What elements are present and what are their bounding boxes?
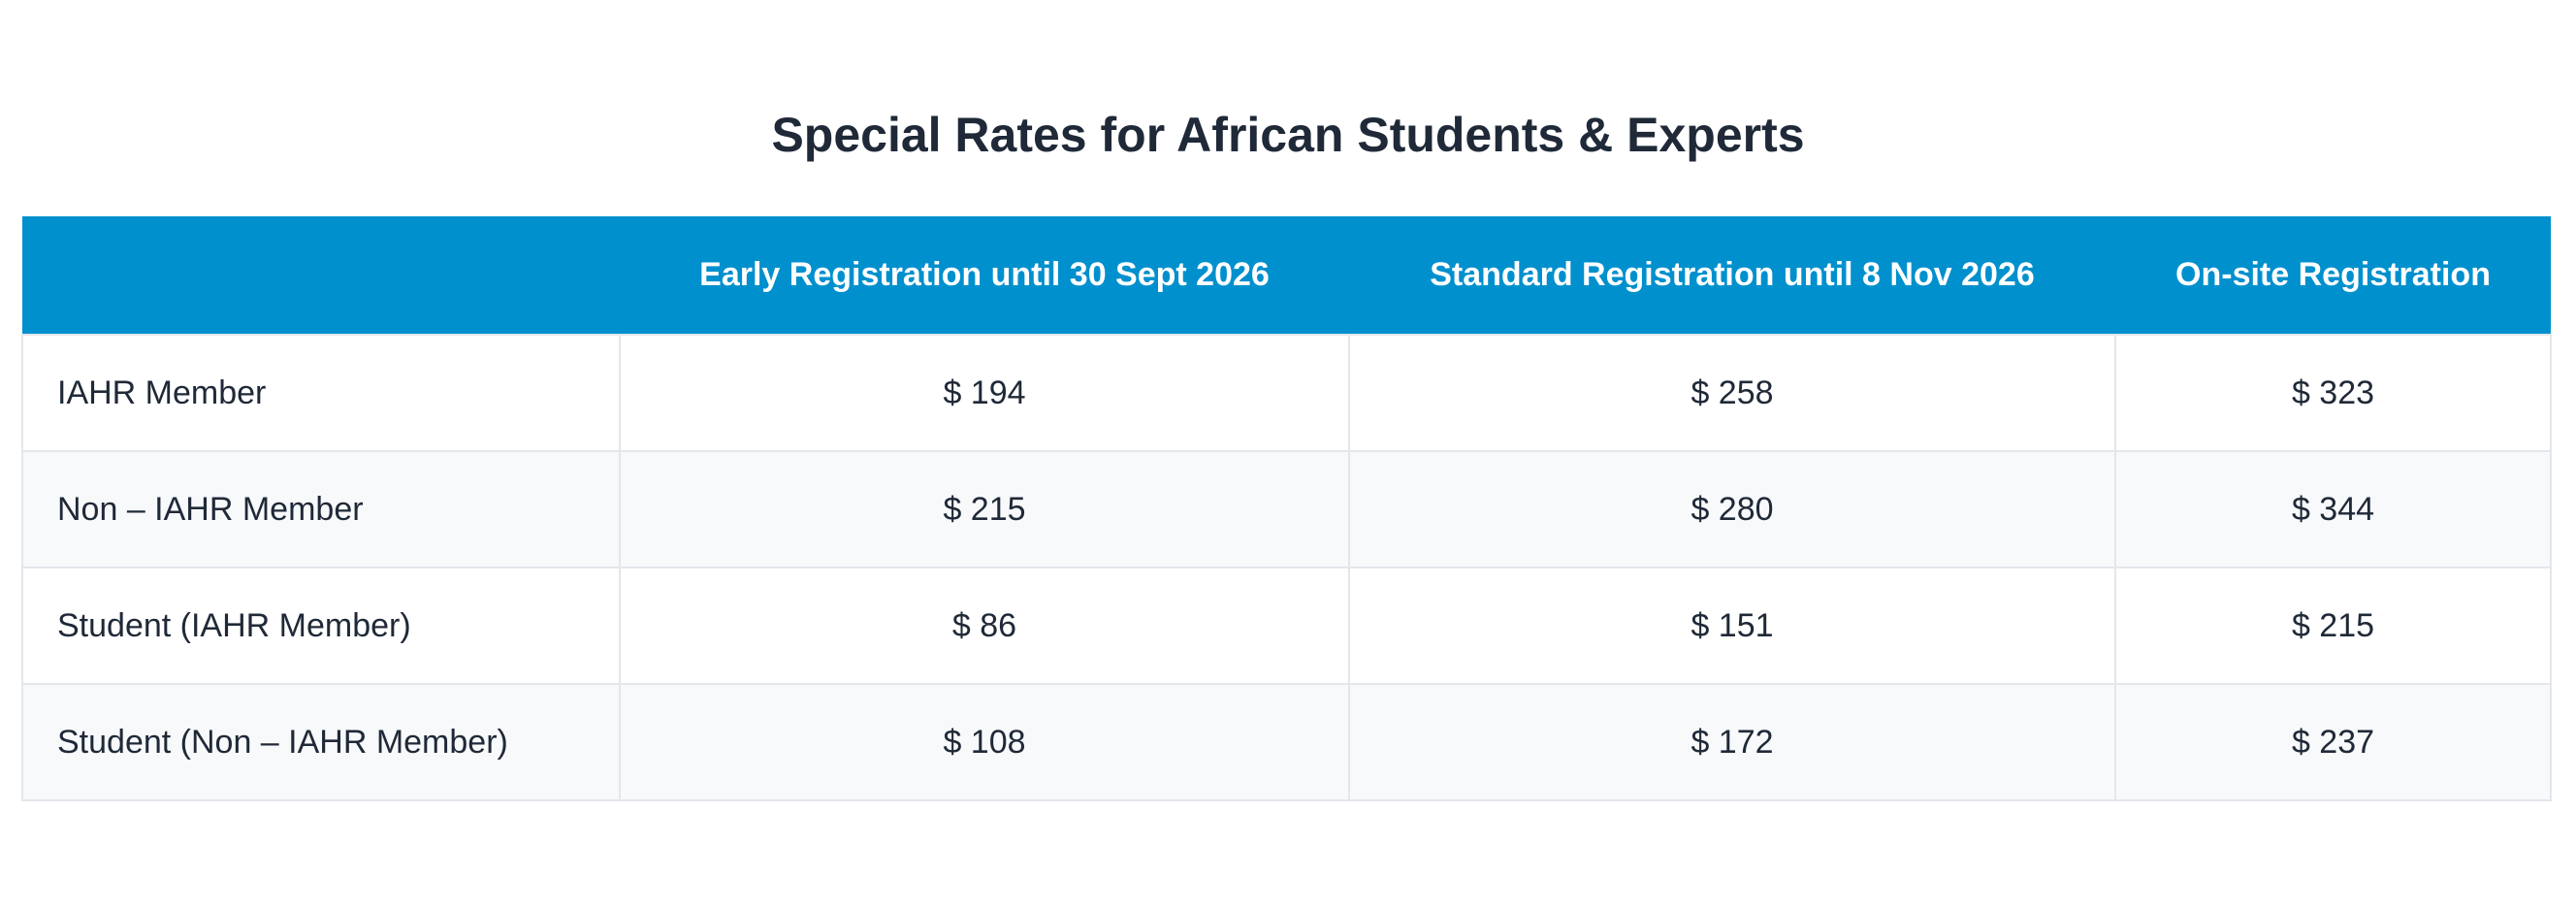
early-price: $ 86 — [619, 567, 1350, 685]
row-label: Non – IAHR Member — [21, 450, 621, 568]
onsite-price: $ 237 — [2114, 683, 2552, 801]
rates-table: Early Registration until 30 Sept 2026 St… — [21, 216, 2552, 801]
row-label: IAHR Member — [21, 334, 621, 452]
onsite-price: $ 323 — [2114, 334, 2552, 452]
page-title: Special Rates for African Students & Exp… — [771, 108, 1805, 162]
standard-price: $ 151 — [1348, 567, 2116, 685]
row-label: Student (IAHR Member) — [21, 567, 621, 685]
table-row: IAHR Member $ 194 $ 258 $ 323 — [21, 334, 2552, 452]
table-header-row: Early Registration until 30 Sept 2026 St… — [22, 216, 2551, 335]
table-row: Student (Non – IAHR Member) $ 108 $ 172 … — [21, 683, 2552, 801]
header-onsite-registration: On-site Registration — [2115, 216, 2551, 335]
header-standard-registration: Standard Registration until 8 Nov 2026 — [1349, 216, 2115, 335]
header-early-registration: Early Registration until 30 Sept 2026 — [620, 216, 1349, 335]
early-price: $ 215 — [619, 450, 1350, 568]
row-label: Student (Non – IAHR Member) — [21, 683, 621, 801]
early-price: $ 194 — [619, 334, 1350, 452]
table-body: IAHR Member $ 194 $ 258 $ 323 Non – IAHR… — [21, 334, 2552, 801]
table-header: Early Registration until 30 Sept 2026 St… — [22, 216, 2551, 335]
onsite-price: $ 215 — [2114, 567, 2552, 685]
table-row: Non – IAHR Member $ 215 $ 280 $ 344 — [21, 450, 2552, 568]
standard-price: $ 258 — [1348, 334, 2116, 452]
onsite-price: $ 344 — [2114, 450, 2552, 568]
table-row: Student (IAHR Member) $ 86 $ 151 $ 215 — [21, 567, 2552, 685]
standard-price: $ 280 — [1348, 450, 2116, 568]
header-empty — [22, 216, 620, 335]
early-price: $ 108 — [619, 683, 1350, 801]
standard-price: $ 172 — [1348, 683, 2116, 801]
